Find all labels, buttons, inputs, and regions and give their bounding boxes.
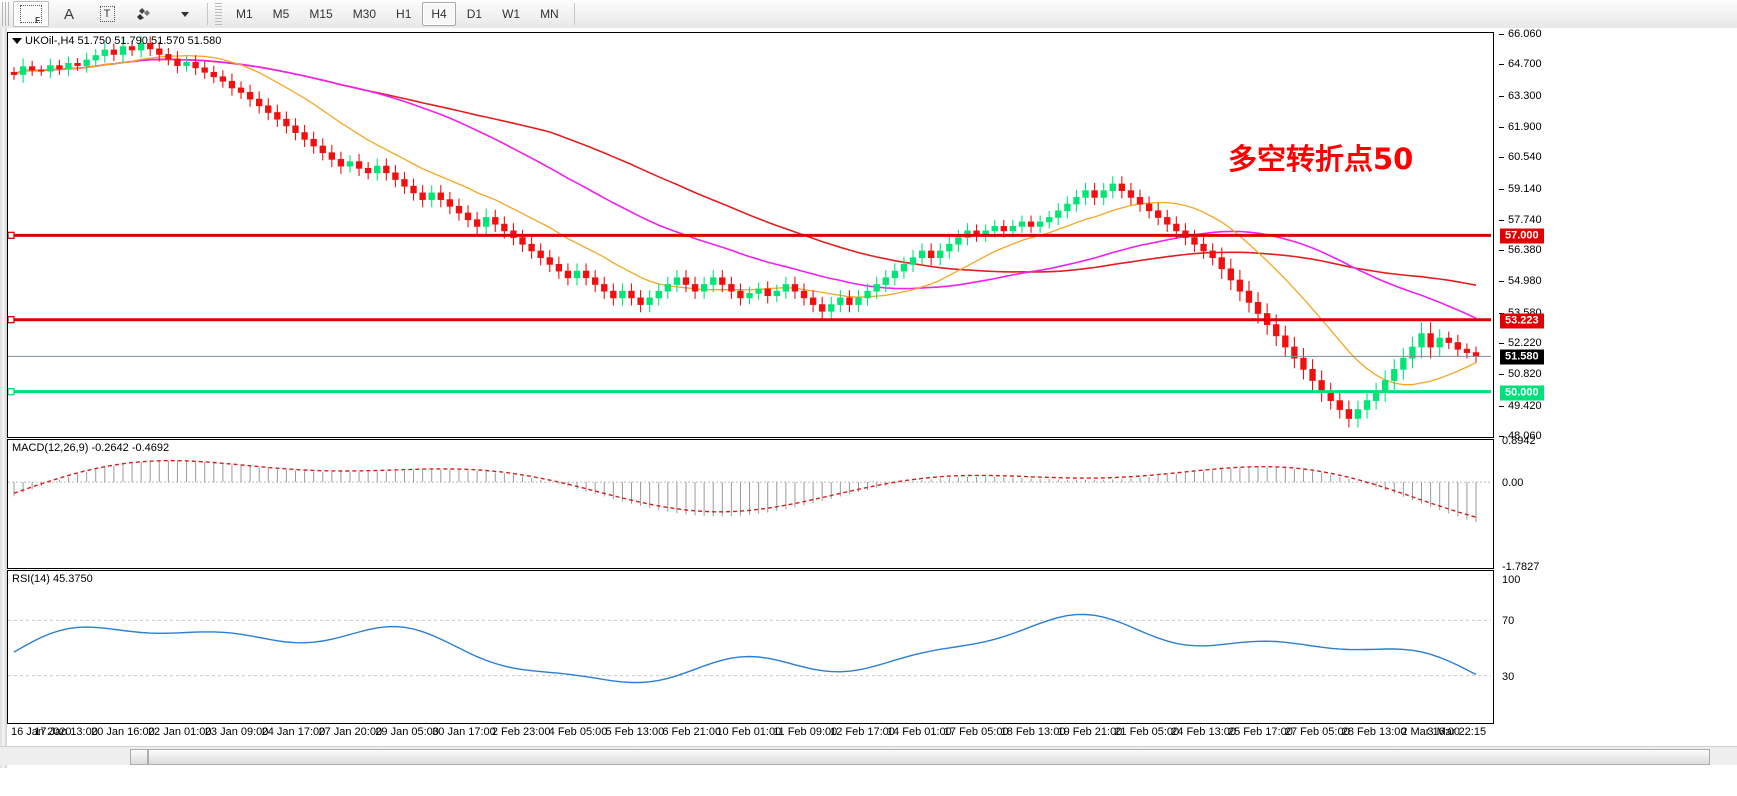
time-axis-label: 28 Feb 13:00 — [1341, 726, 1407, 738]
time-axis-label: 2 Feb 23:00 — [491, 726, 551, 738]
time-axis-label: 25 Feb 17:00 — [1228, 726, 1293, 738]
time-axis-label: 23 Jan 09:00 — [204, 726, 269, 738]
timeframe-m5[interactable]: M5 — [272, 7, 290, 21]
timeframe-grip[interactable] — [215, 3, 222, 25]
rsi-tick: 70 — [1502, 615, 1515, 628]
dropdown-caret-icon[interactable] — [165, 1, 201, 27]
price-tick: 52.220 — [1499, 337, 1542, 350]
price-tick: 57.740 — [1499, 213, 1542, 226]
toolbar: A T M1 M5 M15 M30 H1 H4 D1 W1 MN — [0, 0, 1737, 29]
price-tick: 59.140 — [1499, 182, 1542, 195]
timeframe-d1[interactable]: D1 — [466, 7, 483, 21]
text-box-icon[interactable]: T — [89, 1, 125, 27]
time-axis-label: 18 Feb 13:00 — [1000, 726, 1066, 738]
time-axis-label: 3 Mar 22:15 — [1427, 726, 1487, 738]
chart-area[interactable]: UKOil-,H4 51.750 51.790 51.570 51.580 66… — [0, 28, 1737, 796]
time-axis-label: 24 Feb 13:00 — [1171, 726, 1236, 738]
rsi-header: RSI(14) 45.3750 — [12, 573, 93, 585]
price-tick: 56.380 — [1499, 244, 1542, 257]
time-axis-label: 20 Jan 16:00 — [91, 726, 155, 738]
time-axis-label: 16 Jan 2020 — [11, 726, 72, 738]
macd-header: MACD(12,26,9) -0.2642 -0.4692 — [12, 442, 170, 454]
price-tag: 53.223 — [1500, 313, 1544, 329]
time-axis-label: 2 Mar 16:00 — [1401, 726, 1461, 738]
price-tag: 50.000 — [1500, 385, 1544, 401]
time-axis-label: 6 Feb 21:00 — [662, 726, 722, 738]
time-axis-label: 5 Feb 13:00 — [605, 726, 665, 738]
horizontal-scrollbar[interactable] — [0, 746, 1737, 765]
time-axis-label: 24 Jan 17:00 — [261, 726, 326, 738]
macd-pane[interactable]: MACD(12,26,9) -0.2642 -0.4692 — [7, 439, 1494, 569]
toolbar-separator — [207, 3, 208, 25]
rsi-scale: 100 70 30 — [1494, 570, 1737, 722]
macd-chart-svg — [8, 459, 1491, 523]
time-axis-label: 19 Feb 21:00 — [1057, 726, 1123, 738]
scroll-left-button[interactable] — [130, 749, 148, 765]
crosshair-cursor-icon[interactable] — [13, 1, 49, 27]
time-axis-label: 27 Jan 20:00 — [318, 726, 383, 738]
timeframe-m1[interactable]: M1 — [236, 7, 253, 21]
time-axis-label: 17 Jan 13:00 — [34, 726, 98, 738]
timeframe-w1[interactable]: W1 — [502, 7, 521, 21]
price-tick: 54.980 — [1499, 275, 1542, 288]
macd-tick: 0.00 — [1502, 477, 1524, 490]
time-axis: 16 Jan 2020 17 Jan 13:00 20 Jan 16:00 22 Ja… — [7, 726, 1737, 742]
rsi-pane[interactable]: RSI(14) 45.3750 — [7, 570, 1494, 724]
time-axis-label: 4 Feb 05:00 — [548, 726, 608, 738]
chart-symbol-header: UKOil-,H4 51.750 51.790 51.570 51.580 — [12, 35, 221, 47]
scrollbar-thumb[interactable] — [148, 749, 1710, 765]
price-tick: 60.540 — [1499, 151, 1542, 164]
price-chart-svg — [8, 35, 1491, 428]
rsi-tick: 30 — [1502, 670, 1515, 683]
time-axis-label: 21 Feb 05:00 — [1114, 726, 1180, 738]
timeframe-m15[interactable]: M15 — [309, 7, 333, 21]
rsi-chart-svg — [8, 613, 1491, 684]
objects-icon[interactable] — [127, 1, 163, 27]
time-axis-label: 17 Feb 05:00 — [943, 726, 1009, 738]
timeframe-h1[interactable]: H1 — [396, 7, 412, 21]
timeframe-mn[interactable]: MN — [540, 7, 559, 21]
price-tick: 63.300 — [1499, 89, 1542, 102]
price-tag: 57.000 — [1500, 228, 1544, 244]
price-tag: 51.580 — [1500, 349, 1544, 365]
time-axis-label: 30 Jan 17:00 — [432, 726, 496, 738]
timeframe-m30[interactable]: M30 — [352, 7, 377, 21]
rsi-tick: 100 — [1502, 574, 1521, 586]
macd-scale: 0.8942 0.00 -1.7827 — [1494, 435, 1737, 573]
toolbar-separator-2 — [573, 3, 575, 25]
macd-tick: 0.8942 — [1502, 435, 1536, 447]
time-axis-label: 22 Jan 01:00 — [147, 726, 212, 738]
text-label-icon[interactable]: A — [63, 5, 74, 23]
collapse-triangle-icon[interactable] — [12, 38, 22, 45]
price-tick: 49.420 — [1499, 399, 1542, 412]
time-axis-label: 14 Feb 01:00 — [886, 726, 952, 738]
macd-tick: -1.7827 — [1502, 561, 1540, 573]
time-axis-label: 12 Feb 17:00 — [830, 726, 895, 738]
price-pane[interactable]: UKOil-,H4 51.750 51.790 51.570 51.580 — [7, 32, 1494, 438]
price-tick: 61.900 — [1499, 120, 1542, 133]
time-axis-label: 29 Jan 05:00 — [375, 726, 439, 738]
toolbar-grip[interactable] — [2, 2, 11, 26]
price-tick: 50.820 — [1499, 368, 1542, 381]
time-axis-label: 27 Feb 05:00 — [1284, 726, 1350, 738]
price-scale[interactable]: 66.060 64.700 63.300 61.900 60.540 59.140 57.7… — [1494, 28, 1737, 442]
chart-annotation-text: 多空转折点50 — [1228, 142, 1414, 176]
price-tick: 66.060 — [1499, 28, 1542, 40]
price-tick: 64.700 — [1499, 58, 1542, 71]
price-tick: 48.060 — [1499, 430, 1542, 442]
time-axis-label: 11 Feb 09:00 — [773, 726, 838, 738]
chart-left-rail — [0, 28, 7, 768]
time-axis-label: 10 Feb 01:00 — [716, 726, 782, 738]
timeframe-h4[interactable]: H4 — [422, 2, 456, 26]
